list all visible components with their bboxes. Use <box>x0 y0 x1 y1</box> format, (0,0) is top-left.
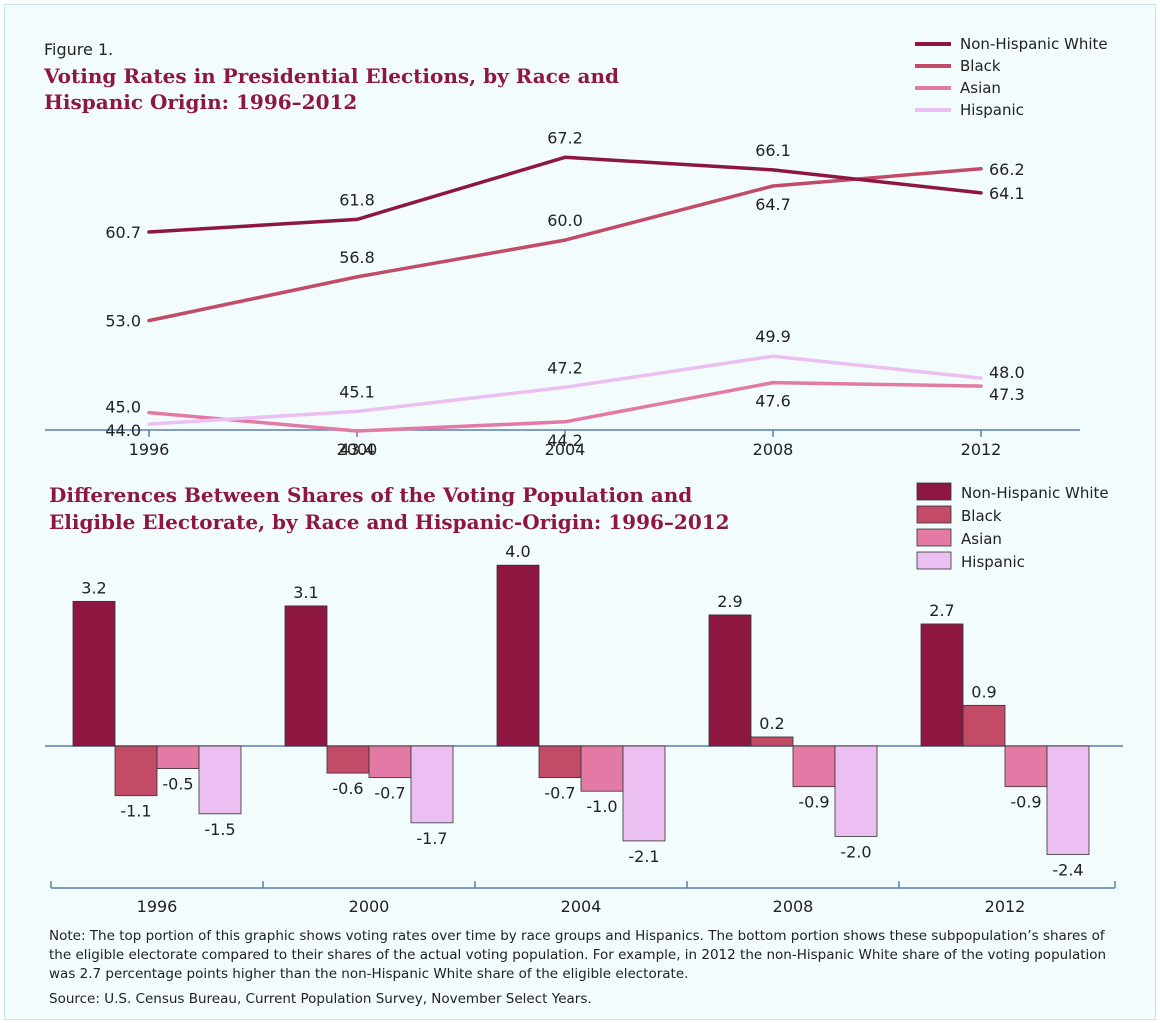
legend-label-asian: Asian <box>961 530 1002 548</box>
bar-label-asian: -0.9 <box>798 793 829 812</box>
data-label-asian: 47.6 <box>755 392 791 411</box>
bar-x-tick-label: 2004 <box>561 897 602 916</box>
bar-asian <box>156 745 200 770</box>
bar-hispanic <box>622 745 666 842</box>
data-label-hispanic: 47.2 <box>547 358 583 377</box>
bar-black <box>114 745 158 797</box>
bar-label-white: 2.7 <box>929 601 954 620</box>
line-chart-title: Hispanic Origin: 1996–2012 <box>44 90 357 114</box>
bar-label-hispanic: -2.4 <box>1052 860 1083 879</box>
figure-svg: Figure 1. Voting Rates in Presidential El… <box>43 35 1123 916</box>
bar-label-white: 3.2 <box>81 578 106 597</box>
bar-chart-title: Eligible Electorate, by Race and Hispani… <box>49 510 730 534</box>
figure-source: Source: U.S. Census Bureau, Current Popu… <box>49 991 592 1007</box>
series-line-black <box>147 167 983 323</box>
legend-swatch-asian <box>916 528 952 547</box>
legend-label-hispanic: Hispanic <box>960 101 1024 119</box>
bar-label-white: 2.9 <box>717 592 742 611</box>
legend-label-hispanic: Hispanic <box>961 553 1025 571</box>
bar-label-white: 4.0 <box>505 542 530 561</box>
bar-label-asian: -0.7 <box>374 784 405 803</box>
data-label-hispanic: 44.0 <box>105 421 141 440</box>
bar-white <box>72 600 116 747</box>
bar-label-asian: -1.0 <box>586 797 617 816</box>
bar-hispanic <box>1046 745 1090 855</box>
bar-label-white: 3.1 <box>293 583 318 602</box>
bar-label-black: 0.2 <box>759 714 784 733</box>
legend-swatch-white <box>916 482 952 501</box>
data-label-white: 66.1 <box>755 141 791 160</box>
bar-white <box>496 564 540 747</box>
data-label-hispanic: 48.0 <box>989 363 1025 382</box>
legend-label-black: Black <box>961 507 1002 525</box>
data-label-asian: 47.3 <box>989 385 1025 404</box>
line-x-tick-label: 2000 <box>337 440 378 459</box>
data-label-white: 60.7 <box>105 223 141 242</box>
bar-label-hispanic: -2.1 <box>628 847 659 866</box>
series-line-asian <box>147 380 983 433</box>
line-x-tick-label: 1996 <box>129 440 170 459</box>
figure-frame: Figure 1. Voting Rates in Presidential El… <box>4 4 1156 1020</box>
data-label-black: 60.0 <box>547 211 583 230</box>
bar-label-black: -1.1 <box>120 802 151 821</box>
bar-white <box>284 605 328 747</box>
bar-x-tick-label: 2000 <box>349 897 390 916</box>
legend-label-black: Black <box>960 57 1001 75</box>
line-x-tick-label: 2008 <box>753 440 794 459</box>
bar-black <box>962 704 1006 747</box>
line-x-tick-label: 2012 <box>961 440 1002 459</box>
bar-x-tick-label: 2012 <box>985 897 1026 916</box>
bar-white <box>708 614 752 747</box>
data-label-asian: 43.4 <box>339 440 375 459</box>
bar-label-black: -0.6 <box>332 779 363 798</box>
bar-black <box>538 745 582 779</box>
data-label-hispanic: 49.9 <box>755 327 791 346</box>
line-chart-title: Voting Rates in Presidential Elections, … <box>43 64 619 88</box>
line-x-tick-label: 2004 <box>545 440 586 459</box>
figure-note: Note: The top portion of this graphic sh… <box>49 928 1107 982</box>
series-line-white <box>147 155 983 234</box>
bar-asian <box>1004 745 1048 788</box>
bar-white <box>920 623 964 747</box>
bar-label-asian: -0.5 <box>162 775 193 794</box>
data-label-black: 66.2 <box>989 160 1025 179</box>
bar-black <box>326 745 370 774</box>
data-label-black: 56.8 <box>339 248 375 267</box>
data-label-black: 64.7 <box>755 195 791 214</box>
bar-x-tick-label: 2008 <box>773 897 814 916</box>
data-label-asian: 45.0 <box>105 398 141 417</box>
bar-label-black: 0.9 <box>971 682 996 701</box>
bar-asian <box>368 745 412 779</box>
bar-black <box>750 736 794 747</box>
data-label-asian: 44.2 <box>547 431 583 450</box>
bar-chart-title: Differences Between Shares of the Voting… <box>49 483 692 507</box>
bar-hispanic <box>410 745 454 824</box>
bar-x-tick-label: 1996 <box>137 897 178 916</box>
data-label-hispanic: 45.1 <box>339 382 375 401</box>
bar-label-hispanic: -1.5 <box>204 820 235 839</box>
data-label-black: 53.0 <box>105 312 141 331</box>
bar-label-black: -0.7 <box>544 784 575 803</box>
data-label-white: 61.8 <box>339 190 375 209</box>
bar-asian <box>792 745 836 788</box>
figure-label: Figure 1. <box>44 40 113 59</box>
bar-hispanic <box>198 745 242 815</box>
bar-hispanic <box>834 745 878 837</box>
bar-label-asian: -0.9 <box>1010 793 1041 812</box>
bar-asian <box>580 745 624 792</box>
series-line-hispanic <box>147 354 983 426</box>
bar-label-hispanic: -1.7 <box>416 829 447 848</box>
data-label-white: 67.2 <box>547 128 583 147</box>
legend-label-white: Non-Hispanic White <box>961 484 1109 502</box>
bar-label-hispanic: -2.0 <box>840 842 871 861</box>
legend-swatch-hispanic <box>916 551 952 570</box>
data-label-white: 64.1 <box>989 184 1025 203</box>
legend-label-asian: Asian <box>960 79 1001 97</box>
legend-swatch-black <box>916 505 952 524</box>
legend-label-white: Non-Hispanic White <box>960 35 1108 53</box>
